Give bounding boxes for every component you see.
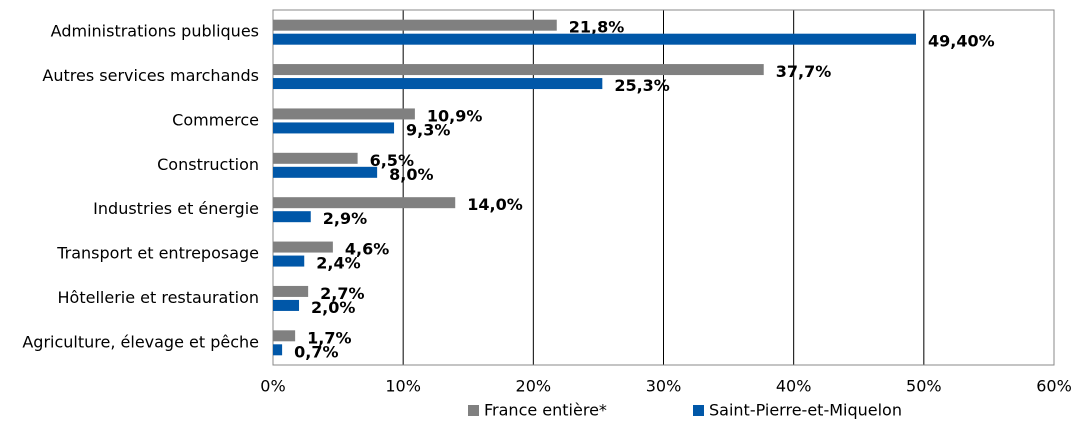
y-tick-label: Commerce — [172, 110, 259, 129]
bar — [273, 108, 415, 120]
data-label: 2,4% — [316, 254, 360, 273]
data-label: 10,9% — [427, 106, 483, 125]
x-tick-label: 10% — [385, 377, 421, 396]
bar — [273, 197, 456, 209]
data-label: 1,7% — [307, 328, 351, 347]
legend-label: Saint-Pierre-et-Miquelon — [709, 401, 902, 420]
y-tick-label: Industries et énergie — [93, 199, 259, 218]
data-label: 4,6% — [345, 240, 389, 259]
data-label: 14,0% — [467, 195, 523, 214]
bar — [273, 122, 395, 134]
bar — [273, 211, 311, 223]
bar — [273, 33, 917, 45]
y-tick-label: Administrations publiques — [51, 22, 259, 41]
plot-border — [272, 9, 1055, 366]
x-tick-label: 20% — [516, 377, 552, 396]
bar — [273, 285, 309, 297]
bar — [273, 152, 358, 164]
data-label: 37,7% — [776, 62, 832, 81]
data-label: 21,8% — [569, 18, 625, 37]
y-tick-label: Agriculture, élevage et pêche — [22, 332, 259, 351]
y-tick-label: Construction — [157, 155, 259, 174]
legend-label: France entière* — [484, 401, 607, 420]
x-tick-label: 50% — [906, 377, 942, 396]
legend-swatch — [693, 405, 704, 416]
bar — [273, 166, 378, 178]
data-label: 8,0% — [389, 165, 433, 184]
data-label: 25,3% — [614, 76, 670, 95]
bar — [273, 64, 764, 76]
bar — [273, 19, 557, 31]
legend-swatch — [468, 405, 479, 416]
data-label: 2,9% — [323, 209, 367, 228]
data-label: 2,0% — [311, 298, 355, 317]
data-label: 2,7% — [320, 284, 364, 303]
data-label: 9,3% — [406, 120, 450, 139]
bar — [273, 241, 333, 253]
bar — [273, 255, 305, 267]
bar — [273, 330, 296, 342]
y-tick-label: Transport et entreposage — [56, 244, 259, 263]
x-tick-label: 40% — [776, 377, 812, 396]
x-tick-label: 30% — [646, 377, 682, 396]
data-label: 0,7% — [294, 342, 338, 361]
x-tick-label: 0% — [260, 377, 285, 396]
bar — [273, 344, 283, 356]
x-tick-label: 60% — [1036, 377, 1072, 396]
bar — [273, 78, 603, 90]
data-label: 6,5% — [370, 151, 414, 170]
y-tick-label: Hôtellerie et restauration — [58, 288, 259, 307]
bar — [273, 299, 300, 311]
data-label: 49,40% — [928, 32, 995, 51]
y-tick-label: Autres services marchands — [42, 66, 259, 85]
